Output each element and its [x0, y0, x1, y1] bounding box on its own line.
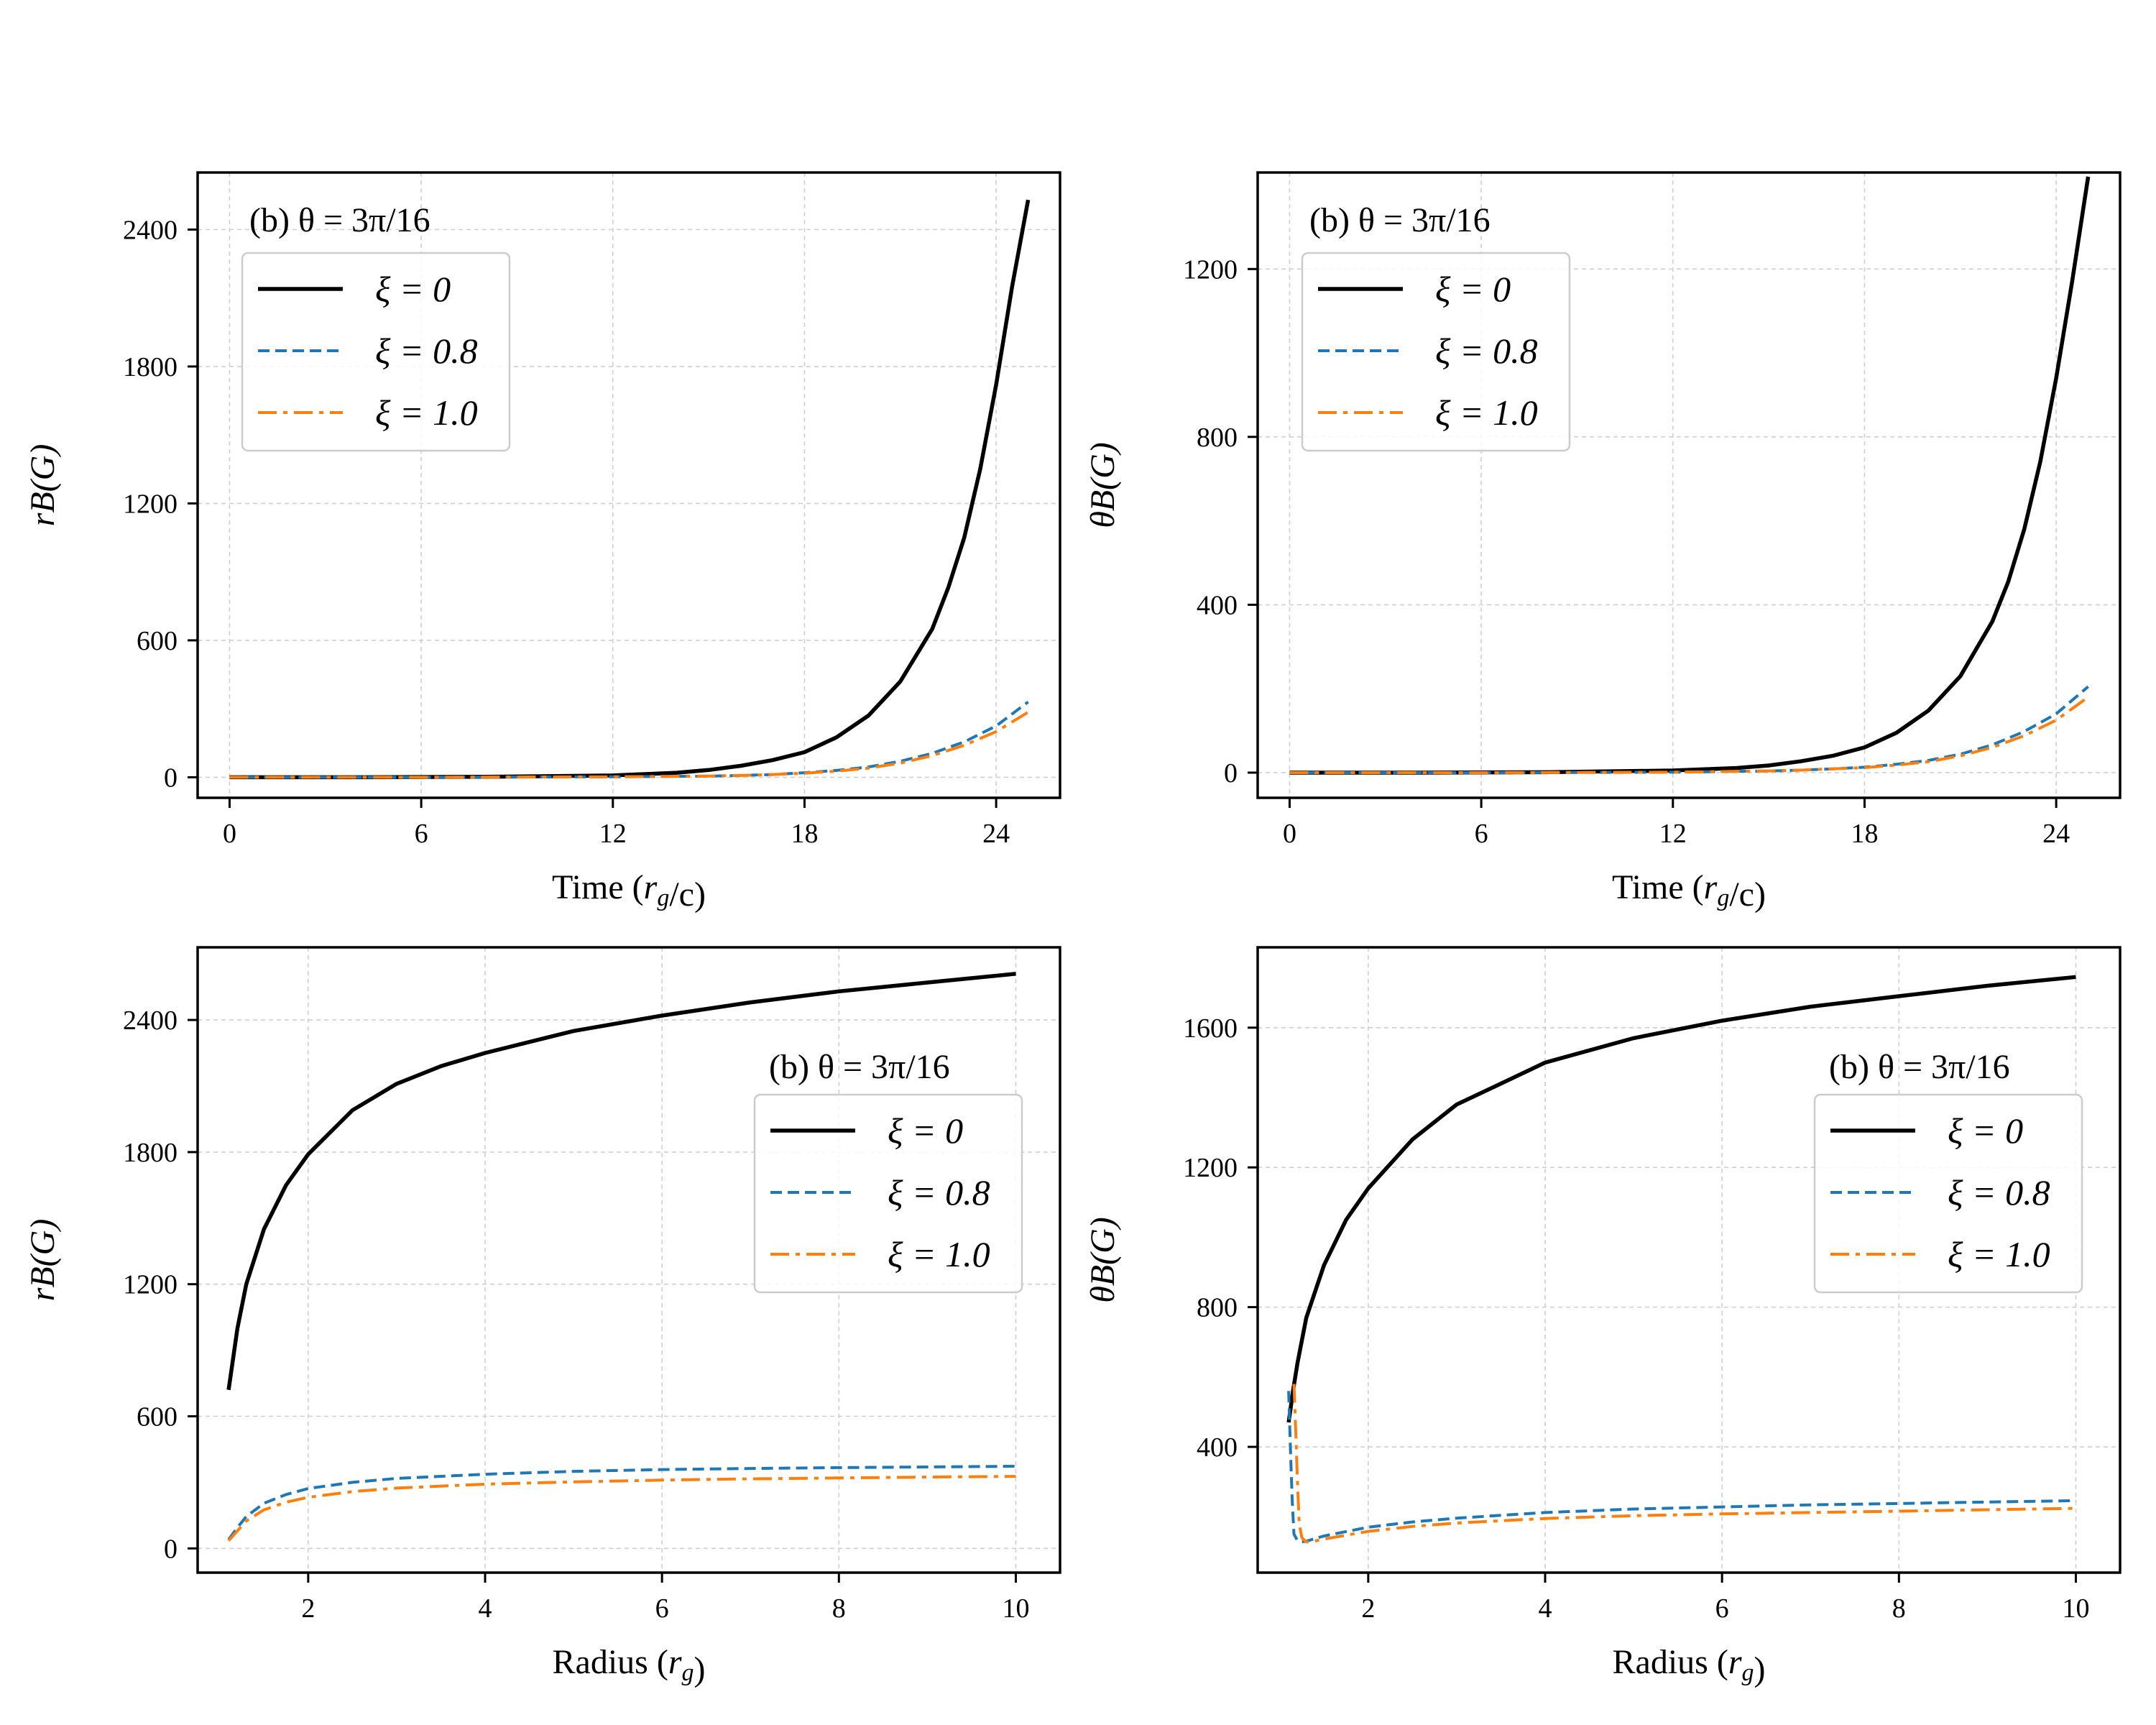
series-line-1 [1289, 685, 2089, 774]
series-line-2 [1289, 696, 2089, 774]
legend-label-2: ξ = 1.0 [1435, 392, 1538, 433]
x-tick-label: 6 [655, 1593, 669, 1624]
y-tick-label: 2400 [123, 1006, 178, 1036]
x-tick-label: 6 [1715, 1593, 1729, 1624]
x-tick-label: 18 [791, 819, 818, 849]
series-line-0 [1286, 975, 2076, 1423]
y-tick-label: 800 [1197, 423, 1238, 453]
panel-top-left: 0 6 12 18 24 0 600 1200 1800 2400 Time (rg/c) rB(G)… [24, 171, 1061, 914]
axes-frame [1256, 946, 2122, 1574]
series-line-2 [229, 711, 1029, 779]
x-axis-label: Radius (rg) [1613, 1643, 1766, 1688]
x-tick-label: 6 [1475, 819, 1488, 849]
x-axis-label: Radius (rg) [553, 1643, 706, 1688]
y-tick-label: 400 [1197, 590, 1238, 620]
legend-label-1: ξ = 0.8 [375, 331, 478, 371]
x-tick-label: 24 [2042, 819, 2070, 849]
legend-box [1301, 252, 1571, 452]
y-axis-label: θB(G) [1084, 442, 1122, 528]
x-tick-label: 12 [1659, 819, 1687, 849]
series-line-0 [226, 972, 1016, 1391]
legend-label-2: ξ = 1.0 [375, 392, 478, 433]
legend-label-2: ξ = 1.0 [1948, 1234, 2050, 1274]
x-tick-label: 4 [479, 1593, 492, 1624]
legend-label-0: ξ = 0 [1948, 1110, 2023, 1151]
y-axis-label: θB(G) [1084, 1217, 1122, 1303]
panel-annotation: (b) θ = 3π/16 [1309, 201, 1491, 239]
x-axis-label: Time (rg/c) [552, 868, 706, 914]
y-tick-label: 1800 [123, 352, 178, 382]
y-tick-label: 1200 [123, 1270, 178, 1300]
axes-frame [1256, 171, 2122, 799]
panel-annotation: (b) θ = 3π/16 [249, 201, 430, 239]
x-tick-label: 24 [982, 819, 1010, 849]
y-tick-label: 1800 [123, 1138, 178, 1168]
series-line-1 [229, 701, 1029, 779]
legend-label-1: ξ = 0.8 [1948, 1172, 2050, 1213]
x-tick-label: 0 [1283, 819, 1296, 849]
y-tick-label: 600 [137, 626, 178, 656]
series-line-0 [1289, 176, 2091, 775]
panel-bottom-left: 2 4 6 8 10 0 600 1200 1800 2400 Radius (rg) rB(G) (b… [24, 946, 1061, 1688]
legend-box [753, 1093, 1023, 1294]
x-tick-label: 6 [415, 819, 428, 849]
series-line-2 [227, 1475, 1016, 1542]
y-tick-label: 0 [164, 763, 178, 793]
panel-annotation: (b) θ = 3π/16 [769, 1048, 950, 1086]
y-tick-label: 2400 [123, 215, 178, 245]
y-tick-label: 0 [164, 1534, 178, 1564]
y-tick-label: 0 [1224, 758, 1238, 788]
legend-label-1: ξ = 0.8 [888, 1172, 990, 1213]
panel-bottom-right: 2 4 6 8 10 400 800 1200 1600 Radius (rg) θB(G) (b) … [1084, 946, 2122, 1688]
y-tick-label: 1200 [123, 489, 178, 519]
y-tick-label: 800 [1197, 1293, 1238, 1323]
axes-frame [196, 946, 1061, 1574]
y-axis-label: rB(G) [24, 1219, 62, 1302]
y-tick-label: 1200 [1183, 254, 1238, 285]
y-tick-label: 400 [1197, 1432, 1238, 1463]
series-line-1 [227, 1465, 1016, 1541]
x-tick-label: 2 [301, 1593, 315, 1624]
x-tick-label: 8 [832, 1593, 846, 1624]
x-tick-label: 8 [1892, 1593, 1906, 1624]
x-tick-label: 4 [1539, 1593, 1552, 1624]
x-tick-label: 10 [1002, 1593, 1029, 1624]
legend-box [241, 252, 511, 452]
x-tick-label: 2 [1361, 1593, 1375, 1624]
series-line-2 [1292, 1384, 2076, 1544]
legend-label-0: ξ = 0 [1435, 269, 1511, 309]
legend-label-1: ξ = 0.8 [1435, 331, 1538, 371]
series-line-1 [1287, 1391, 2076, 1544]
x-tick-label: 10 [2062, 1593, 2089, 1624]
x-tick-label: 18 [1851, 819, 1878, 849]
axes-frame [196, 171, 1061, 799]
legend-label-2: ξ = 1.0 [888, 1234, 990, 1274]
y-tick-label: 1200 [1183, 1153, 1238, 1183]
x-tick-label: 0 [223, 819, 236, 849]
legend-box [1813, 1093, 2083, 1294]
panel-top-right: 0 6 12 18 24 0 400 800 1200 Time (rg/c) θB(G) (b) θ… [1084, 171, 2122, 914]
legend-label-0: ξ = 0 [888, 1110, 963, 1151]
y-tick-label: 600 [137, 1402, 178, 1432]
y-tick-label: 1600 [1183, 1013, 1238, 1044]
y-axis-label: rB(G) [24, 444, 62, 527]
legend-label-0: ξ = 0 [375, 269, 451, 309]
panel-annotation: (b) θ = 3π/16 [1829, 1048, 2010, 1086]
x-tick-label: 12 [599, 819, 627, 849]
x-axis-label: Time (rg/c) [1612, 868, 1766, 914]
